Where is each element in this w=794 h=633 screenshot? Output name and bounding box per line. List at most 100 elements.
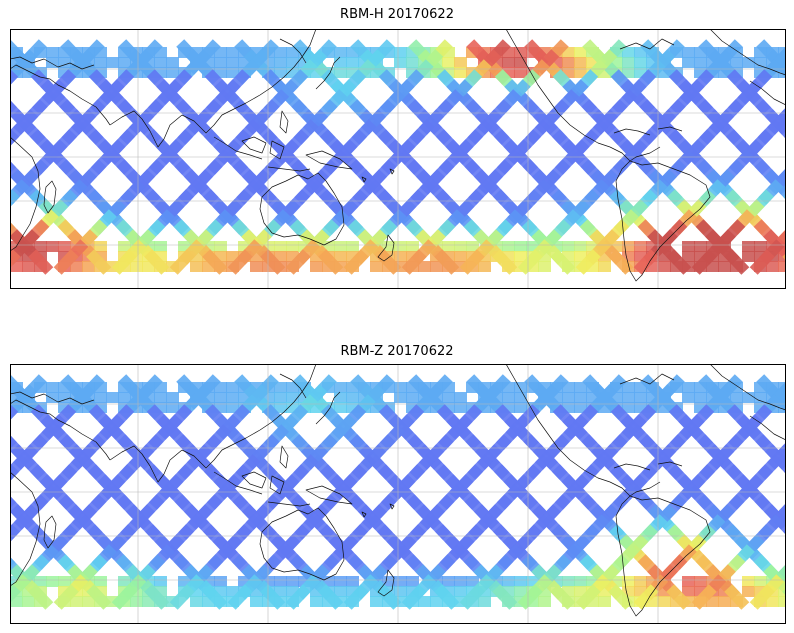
coverage-cell <box>178 576 191 587</box>
coverage-cell <box>646 392 659 403</box>
coverage-cell <box>562 241 575 252</box>
coverage-cell <box>334 382 347 393</box>
coverage-cell <box>634 251 647 262</box>
track-segment <box>401 249 427 275</box>
coverage-cell <box>574 392 587 403</box>
coverage-cell <box>514 402 527 413</box>
coverage-cell <box>526 241 539 252</box>
coverage-cell <box>298 241 311 252</box>
coverage-cell <box>706 392 719 403</box>
coverage-cell <box>622 57 635 68</box>
track-segment <box>86 249 112 275</box>
coverage-cell <box>70 261 83 272</box>
coverage-cell <box>406 402 419 413</box>
coastline <box>181 364 317 469</box>
coverage-cell <box>286 586 299 597</box>
coastline <box>279 110 289 134</box>
coverage-cell <box>226 67 239 78</box>
coverage-cell <box>502 251 515 262</box>
coverage-cell <box>658 261 671 272</box>
track-segment <box>376 584 402 610</box>
coverage-cell <box>694 67 707 78</box>
coverage-cell <box>94 576 107 587</box>
coverage-cell <box>346 392 359 403</box>
coverage-cell <box>622 586 635 597</box>
coverage-cell <box>442 402 455 413</box>
coverage-cell <box>586 57 599 68</box>
track-segment <box>517 249 543 275</box>
coverage-cell <box>94 241 107 252</box>
coverage-cell <box>334 251 347 262</box>
coverage-cell <box>586 596 599 607</box>
coverage-cell <box>550 241 563 252</box>
coastline <box>619 373 675 385</box>
coverage-cell <box>142 392 155 403</box>
coverage-cell <box>394 586 407 597</box>
coverage-cell <box>46 576 59 587</box>
coverage-cell <box>274 402 287 413</box>
coverage-cell <box>766 596 779 607</box>
coverage-cell <box>346 382 359 393</box>
coverage-cell <box>274 382 287 393</box>
coverage-cell <box>706 57 719 68</box>
coverage-cell <box>214 586 227 597</box>
coverage-cell <box>574 67 587 78</box>
coverage-cell <box>46 57 59 68</box>
coverage-cell <box>238 576 251 587</box>
coverage-cell <box>778 261 786 272</box>
coverage-cell <box>82 261 95 272</box>
coverage-cell <box>226 47 239 58</box>
track-segment <box>111 249 137 275</box>
coverage-cell <box>118 57 131 68</box>
track-segment <box>774 119 786 139</box>
track-segment <box>86 584 112 610</box>
track-segment <box>227 249 253 275</box>
coverage-cell <box>310 596 323 607</box>
coverage-cell <box>502 402 515 413</box>
coverage-cell <box>310 261 323 272</box>
track-segment <box>774 454 786 474</box>
track-segment <box>343 584 369 610</box>
coverage-cell <box>610 241 623 252</box>
coverage-cell <box>334 241 347 252</box>
coverage-cell <box>274 586 287 597</box>
track-segment <box>666 249 692 275</box>
track-segment <box>260 249 286 275</box>
coverage-cell <box>346 251 359 262</box>
coverage-cell <box>694 382 707 393</box>
coverage-cell <box>358 392 371 403</box>
coverage-cell <box>586 392 599 403</box>
coverage-cell <box>598 261 611 272</box>
coverage-cell <box>514 382 527 393</box>
coverage-cell <box>622 241 635 252</box>
coverage-cell <box>274 576 287 587</box>
track-segment <box>169 584 195 610</box>
coverage-cell <box>94 57 107 68</box>
coverage-cell <box>742 392 755 403</box>
graticule <box>10 364 786 624</box>
coverage-cell <box>346 586 359 597</box>
coverage-cell <box>694 251 707 262</box>
coverage-cell <box>106 392 119 403</box>
coverage-cell <box>694 576 707 587</box>
coverage-cell <box>346 47 359 58</box>
coverage-cell <box>622 382 635 393</box>
coverage-cell <box>286 67 299 78</box>
coverage-cell <box>250 261 263 272</box>
coastline <box>361 511 367 518</box>
coastline <box>10 471 41 587</box>
track-segment <box>202 249 228 275</box>
coverage-cell <box>502 382 515 393</box>
coverage-cell <box>658 251 671 262</box>
coverage-cell <box>646 261 659 272</box>
coverage-cell <box>634 57 647 68</box>
coverage-cell <box>214 392 227 403</box>
coverage-cell <box>286 251 299 262</box>
coverage-cell <box>346 241 359 252</box>
coverage-cell <box>190 261 203 272</box>
track-segment <box>517 584 543 610</box>
coverage-cell <box>334 392 347 403</box>
coverage-cell <box>10 596 23 607</box>
coverage-cell <box>334 57 347 68</box>
coverage-cell <box>634 47 647 58</box>
